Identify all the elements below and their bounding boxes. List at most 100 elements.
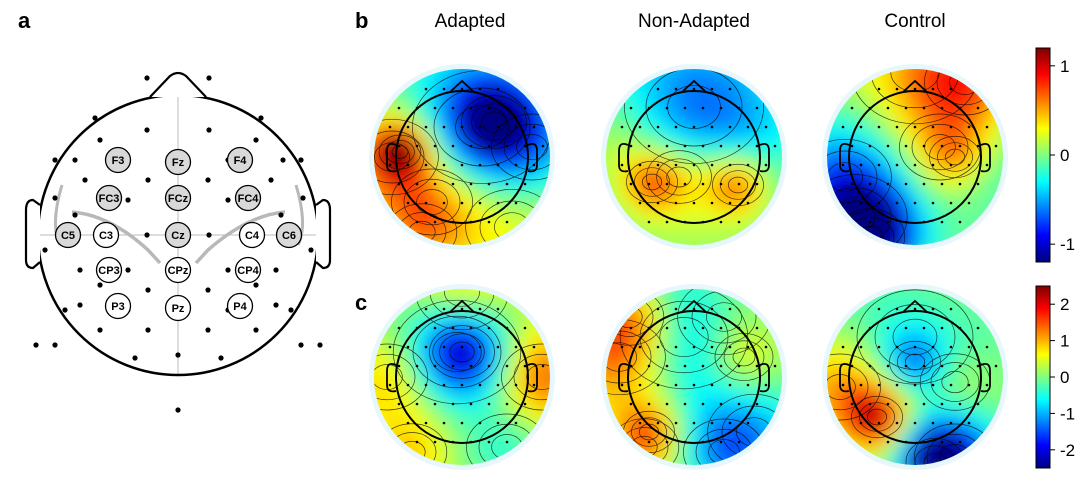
topomap-cell: [529, 394, 540, 405]
topomap-cell: [942, 224, 953, 235]
topomap-cell: [399, 334, 410, 345]
topomap-cell: [651, 114, 662, 125]
topomap-cell: [842, 114, 853, 125]
topomap-cell: [781, 274, 792, 285]
topomap-cell: [479, 174, 490, 185]
topomap-cell: [812, 214, 823, 225]
topomap-ear-right: [980, 142, 991, 173]
topomap-cell: [932, 314, 943, 325]
topomap-cell: [842, 174, 853, 185]
topomap-cell: [852, 164, 863, 175]
topomap-cell: [539, 274, 550, 285]
topomap-cell: [651, 344, 662, 355]
topomap-cell: [827, 104, 833, 115]
topomap-cell: [549, 444, 550, 455]
electrode-pz: Pz: [164, 294, 192, 322]
topomap-cell: [872, 434, 883, 445]
topomap-cell: [591, 304, 602, 315]
topomap-electrode: [877, 307, 881, 311]
topomap-cell: [721, 244, 732, 245]
topomap-cell: [852, 124, 863, 135]
topomap-cell: [892, 144, 903, 155]
topomap-cell: [721, 54, 732, 65]
topomap-cell: [832, 154, 843, 165]
topomap-cell: [812, 304, 823, 315]
topomap-cell: [842, 294, 853, 305]
topomap-cell: [529, 124, 540, 135]
topomap-cell: [761, 114, 772, 125]
topomap-cell: [872, 294, 883, 305]
topomap-cell: [741, 124, 752, 135]
electrode-p4: P4: [226, 292, 254, 320]
contour-line: [429, 325, 495, 379]
topomap-cell: [606, 314, 612, 325]
topomap-cell: [469, 164, 480, 175]
topomap-cell: [399, 114, 410, 125]
topomap-electrode: [904, 326, 908, 330]
electrode-marker: [104, 146, 132, 174]
topomap-cell: [549, 294, 550, 305]
topomap-cell: [992, 84, 1003, 95]
topomap-cell: [509, 334, 520, 345]
topomap-electrode: [415, 144, 419, 148]
topomap-cell: [591, 384, 602, 395]
topomap-cell: [489, 384, 500, 395]
topomap-cell: [611, 54, 622, 65]
topomap-cell: [942, 154, 953, 165]
topomap-cell: [606, 374, 612, 385]
topomap-cell: [932, 289, 943, 295]
contour-line: [606, 289, 665, 346]
topomap-cell: [399, 154, 410, 165]
topomap-electrode: [841, 383, 845, 387]
topomap-cell: [691, 374, 702, 385]
topomap-cell: [721, 74, 732, 85]
topomap-cell: [892, 184, 903, 195]
electrode-fz: Fz: [164, 148, 192, 176]
electrode-marker: [95, 256, 123, 284]
topomap-electrode: [755, 144, 759, 148]
topomap-cell: [611, 434, 622, 445]
topomap-cell: [952, 354, 963, 365]
topomap-electrode: [841, 125, 845, 129]
topomap-cell: [389, 134, 400, 145]
topomap-cell: [641, 69, 652, 75]
topomap-cell: [359, 434, 370, 445]
topomap-cell: [892, 224, 903, 235]
topomap-electrode: [514, 383, 518, 387]
topomap-cell: [701, 424, 712, 435]
topomap-cell: [942, 184, 953, 195]
topomap-cell: [932, 94, 943, 105]
topomap-cell: [591, 164, 602, 175]
topomap-cell: [529, 374, 540, 385]
topomap-electrode: [460, 163, 464, 167]
topomap-electrode: [940, 326, 944, 330]
topomap-cell: [761, 144, 772, 155]
topomap-ear-right: [759, 142, 770, 173]
topomap-cell: [992, 144, 1003, 155]
topomap-cell: [827, 384, 833, 395]
topomap-cell: [409, 334, 420, 345]
topomap-field: [591, 274, 792, 465]
topomap-electrode: [755, 402, 759, 406]
topomap-cell: [812, 374, 823, 385]
topomap-electrode: [415, 440, 419, 444]
topomap-cell: [641, 344, 652, 355]
topomap-cell: [721, 124, 732, 135]
topomap-cell: [374, 444, 380, 455]
topomap-cell: [379, 214, 390, 225]
topomap-cell: [606, 304, 612, 315]
topomap-cell: [741, 404, 752, 415]
topomap-cell: [1002, 294, 1003, 305]
topomap-cell: [892, 74, 903, 85]
topomap-cell: [1002, 334, 1003, 345]
topomap-cell: [439, 214, 450, 225]
topomap-cell: [827, 364, 833, 375]
topomap-cell: [952, 244, 963, 245]
topomap-cell: [419, 344, 430, 355]
topomap-cell: [429, 334, 440, 345]
topomap-cell: [389, 464, 400, 465]
contour-line: [889, 340, 941, 384]
electrode-p3: P3: [104, 292, 132, 320]
contour-line: [723, 340, 765, 374]
